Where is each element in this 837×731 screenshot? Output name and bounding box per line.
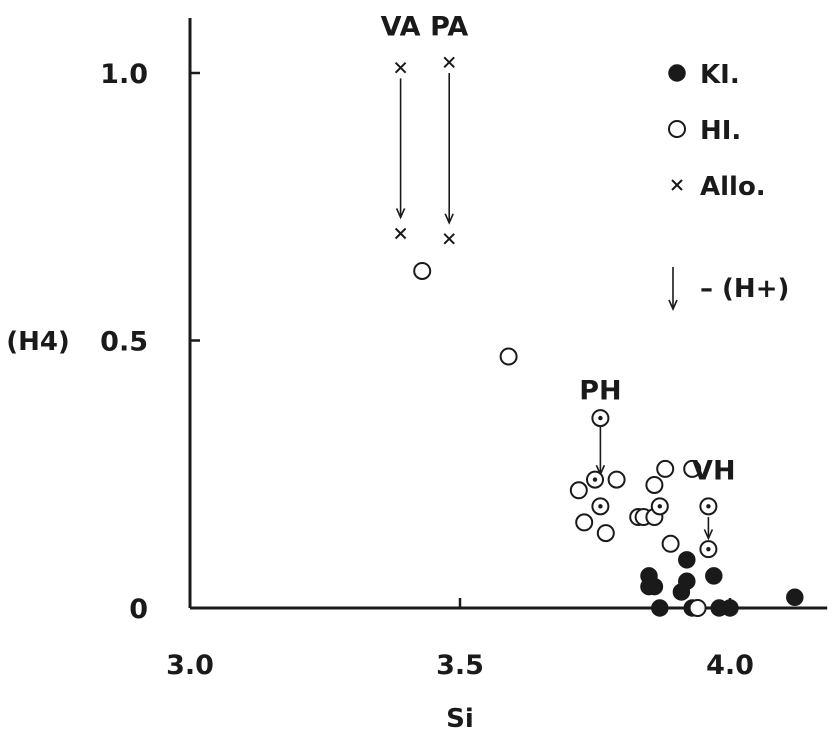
- shift-arrow-head: [395, 208, 406, 220]
- shift-arrow: [595, 426, 606, 477]
- annotation-label: VH: [692, 456, 736, 487]
- data-point-dot: [598, 415, 603, 421]
- x-tick-label: 4.0: [706, 650, 754, 681]
- axes: [188, 18, 828, 610]
- annotation-label: PA: [430, 12, 468, 43]
- data-point: [688, 599, 707, 617]
- legend-label: – (H+): [700, 274, 789, 304]
- data-point-dot: [598, 504, 603, 509]
- shift-arrow: [395, 78, 406, 220]
- data-point-stroke-b: [443, 56, 455, 69]
- data-point-dot: [706, 504, 711, 509]
- data-point: [607, 470, 626, 489]
- data-point: [721, 599, 739, 617]
- data-point: [678, 572, 696, 590]
- data-point-dot: [592, 477, 598, 482]
- x-axis-label: Si: [446, 704, 474, 731]
- data-point: [656, 459, 675, 478]
- data-point: [443, 56, 455, 69]
- y-tick-label: 1.0: [100, 59, 148, 90]
- data-point: [394, 61, 407, 74]
- annotation-label: PH: [579, 375, 621, 406]
- data-point: [650, 497, 669, 516]
- data-point: [661, 534, 680, 553]
- x-tick-label: 3.0: [166, 650, 214, 681]
- data-point: [569, 481, 588, 500]
- annotation-label: VA: [381, 12, 421, 43]
- legend-marker-icon: [668, 120, 686, 138]
- data-point-stroke-b: [394, 227, 407, 240]
- data-point: [591, 497, 610, 516]
- shift-arrow-head: [703, 529, 714, 541]
- legend-arrow-icon: [668, 267, 678, 311]
- legend: KI. HI. Allo. – (H+): [668, 60, 789, 311]
- data-point: [586, 470, 604, 489]
- data-point: [645, 577, 664, 596]
- legend-label: HI.: [700, 116, 741, 146]
- data-point-dot: [657, 504, 662, 509]
- data-point: [499, 347, 518, 366]
- legend-marker-icon: [671, 179, 683, 191]
- shift-arrow: [703, 517, 714, 541]
- legend-marker-icon-stroke-b: [671, 179, 683, 191]
- data-point: [596, 524, 615, 543]
- annotations: VA PA PH VH: [381, 12, 736, 487]
- data-point-stroke-b: [443, 233, 455, 245]
- data-point: [786, 588, 804, 607]
- data-point: [394, 227, 407, 240]
- y-tick-label: 0: [129, 594, 148, 625]
- tick-labels: 3.0 3.5 4.0 0 0.5 1.0: [100, 59, 754, 681]
- data-point: [591, 409, 610, 428]
- y-tick-label: 0.5: [100, 327, 148, 358]
- legend-label: KI.: [700, 60, 740, 90]
- data-point: [678, 551, 696, 569]
- legend-label: Allo.: [700, 172, 766, 202]
- data-point-stroke-b: [394, 61, 407, 74]
- data-point: [651, 599, 669, 617]
- legend-arrow-icon-head: [668, 299, 678, 311]
- x-tick-label: 3.5: [436, 650, 484, 681]
- data-point: [645, 475, 664, 494]
- data-point: [683, 459, 702, 478]
- data-point-dot: [706, 546, 711, 552]
- data-point: [699, 497, 718, 516]
- data-point: [575, 513, 594, 532]
- y-axis-label: (H4): [6, 327, 70, 357]
- data-point: [705, 567, 723, 585]
- shift-arrow: [444, 73, 454, 225]
- data-point: [699, 540, 718, 559]
- data-point: [443, 233, 455, 245]
- legend-marker-icon: [668, 64, 686, 82]
- data-point: [413, 261, 432, 280]
- shift-arrow-head: [444, 213, 454, 225]
- data-points: [394, 56, 804, 617]
